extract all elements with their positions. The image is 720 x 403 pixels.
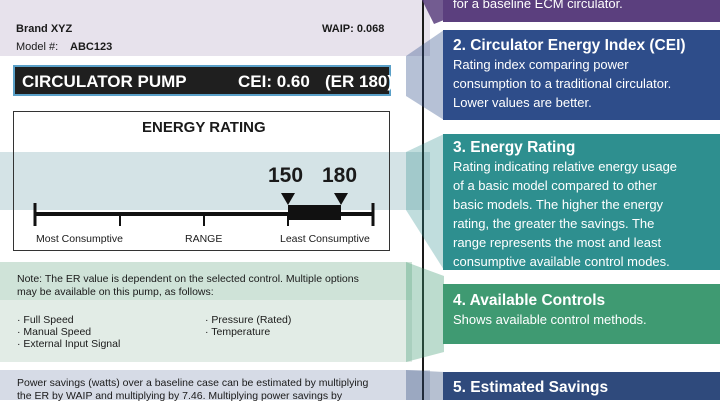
panel-3-line: basic models. The higher the energy <box>453 197 664 212</box>
control-item: · Manual Speed <box>17 326 92 338</box>
panel-2-title: 2. Circulator Energy Index (CEI) <box>453 37 686 54</box>
pump-title: CIRCULATOR PUMP <box>22 72 187 91</box>
panel-cei: 2. Circulator Energy Index (CEI) Rating … <box>443 30 720 120</box>
control-item: · Full Speed <box>17 314 74 326</box>
panel-3-line: rating, the greater the savings. The <box>453 216 655 231</box>
cei-value: CEI: 0.60 <box>238 72 310 91</box>
rating-band <box>0 152 430 210</box>
model-label: Model #: <box>16 41 59 53</box>
panel-4-text: Shows available control methods. <box>453 312 647 327</box>
savings-line-1: Power savings (watts) over a baseline ca… <box>17 377 369 389</box>
energy-rating-box <box>13 111 390 251</box>
control-item: · Pressure (Rated) <box>205 314 292 326</box>
control-item: · Temperature <box>205 326 271 338</box>
energy-rating-scale <box>33 193 375 226</box>
axis-label-range: RANGE <box>185 233 223 245</box>
range-low-marker <box>281 193 295 205</box>
er-value: (ER 180) <box>325 72 394 91</box>
panel-2-line: Lower values are better. <box>453 95 592 110</box>
savings-line-2: the ER by WAIP and multiplying by 7.46. … <box>17 390 343 402</box>
waip-value: WAIP: 0.068 <box>322 23 385 35</box>
range-bar <box>288 205 341 220</box>
panel-3-line: of a basic model compared to other <box>453 178 657 193</box>
column-divider <box>422 0 424 400</box>
note-band <box>0 262 412 300</box>
range-low-value: 150 <box>268 164 304 187</box>
panel-3-line: Rating indicating relative energy usage <box>453 159 678 174</box>
panel-1-text: for a baseline ECM circulator. <box>453 0 623 11</box>
savings-band <box>0 370 430 400</box>
circulator-pump-bar: CIRCULATOR PUMP CEI: 0.60 (ER 180) <box>13 65 394 96</box>
panel-5-title: 5. Estimated Savings <box>453 379 609 396</box>
axis-label-most: Most Consumptive <box>36 233 123 245</box>
panel-connectors <box>406 0 444 400</box>
controls-band <box>0 300 412 362</box>
panel-baseline: for a baseline ECM circulator. <box>443 0 720 22</box>
range-high-value: 180 <box>322 164 358 187</box>
energy-rating-title: ENERGY RATING <box>142 119 266 136</box>
panel-energy-rating: 3. Energy Rating Rating indicating relat… <box>443 134 720 270</box>
panel-savings: 5. Estimated Savings <box>443 372 720 400</box>
panel-3-line: consumptive available control modes. <box>453 254 670 269</box>
header-band-arrow <box>380 0 430 56</box>
brand-name: Brand XYZ <box>16 23 73 35</box>
range-high-marker <box>334 193 348 205</box>
note-line-1: Note: The ER value is dependent on the s… <box>17 273 359 285</box>
control-item: · External Input Signal <box>17 338 121 350</box>
panel-3-line: range represents the most and least <box>453 235 662 250</box>
panel-2-line: Rating index comparing power <box>453 57 629 72</box>
panel-4-title: 4. Available Controls <box>453 292 606 309</box>
note-line-2: may be available on this pump, as follow… <box>17 286 214 298</box>
panel-controls: 4. Available Controls Shows available co… <box>443 284 720 344</box>
panel-2-line: consumption to a traditional circulator. <box>453 76 672 91</box>
model-value: ABC123 <box>70 41 113 53</box>
axis-label-least: Least Consumptive <box>280 233 370 245</box>
header-band <box>0 0 430 56</box>
panel-3-title: 3. Energy Rating <box>453 139 576 156</box>
